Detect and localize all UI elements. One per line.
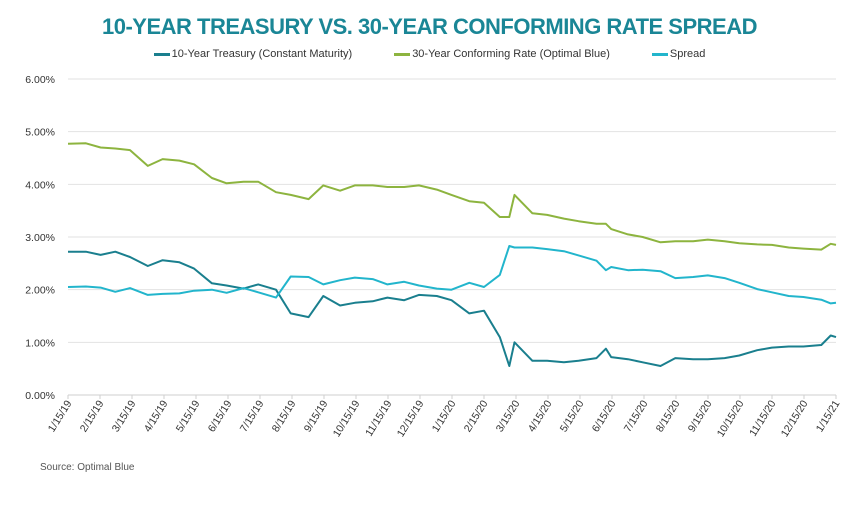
x-tick-label: 4/15/19 xyxy=(142,398,171,434)
legend-swatch-spread xyxy=(651,52,668,56)
x-tick-label: 5/15/20 xyxy=(558,398,587,434)
x-tick-label: 11/15/19 xyxy=(363,398,395,438)
y-tick-label: 6.00% xyxy=(25,74,55,86)
x-tick-label: 1/15/20 xyxy=(430,398,459,434)
x-tick-label: 3/15/19 xyxy=(110,398,139,434)
y-tick-label: 2.00% xyxy=(25,285,55,297)
y-tick-label: 4.00% xyxy=(25,179,55,191)
legend-swatch-conforming xyxy=(394,52,411,56)
y-tick-label: 3.00% xyxy=(25,232,55,244)
x-tick-label: 8/15/20 xyxy=(654,398,683,434)
legend-item-spread: Spread xyxy=(651,48,706,60)
y-tick-label: 5.00% xyxy=(25,127,55,139)
x-tick-label: 5/15/19 xyxy=(174,398,203,434)
legend-item-conforming: 30-Year Conforming Rate (Optimal Blue) xyxy=(394,48,610,60)
x-tick-label: 6/15/20 xyxy=(590,398,619,434)
x-tick-label: 3/15/20 xyxy=(494,398,523,434)
x-tick-label: 1/15/19 xyxy=(46,398,75,434)
x-tick-label: 2/15/20 xyxy=(462,398,491,434)
y-tick-label: 0.00% xyxy=(25,390,55,402)
chart-title: 10-YEAR TREASURY VS. 30-YEAR CONFORMING … xyxy=(102,14,757,39)
x-tick-label: 6/15/19 xyxy=(206,398,235,434)
x-tick-label: 10/15/20 xyxy=(715,398,747,439)
legend-label-conforming: 30-Year Conforming Rate (Optimal Blue) xyxy=(412,48,610,60)
x-tick-label: 12/15/19 xyxy=(395,398,427,439)
x-tick-label: 1/15/21 xyxy=(814,398,843,434)
source-note: Source: Optimal Blue xyxy=(40,462,135,473)
legend-item-treasury: 10-Year Treasury (Constant Maturity) xyxy=(153,48,353,60)
x-tick-label: 11/15/20 xyxy=(747,398,779,438)
legend-label-spread: Spread xyxy=(669,48,706,60)
x-tick-label: 10/15/19 xyxy=(331,398,363,439)
x-tick-label: 7/15/20 xyxy=(622,398,651,434)
x-tick-label: 9/15/19 xyxy=(302,398,331,434)
x-tick-label: 12/15/20 xyxy=(779,398,811,439)
legend-swatch-treasury xyxy=(153,52,170,56)
legend-label-treasury: 10-Year Treasury (Constant Maturity) xyxy=(171,48,353,60)
x-tick-label: 4/15/20 xyxy=(526,398,555,434)
y-tick-label: 1.00% xyxy=(25,337,55,349)
x-tick-label: 7/15/19 xyxy=(238,398,267,434)
series-line-spread xyxy=(67,245,837,305)
series-line-conforming-rate xyxy=(67,142,837,251)
x-tick-label: 2/15/19 xyxy=(78,398,107,434)
x-tick-label: 8/15/19 xyxy=(270,398,299,434)
legend: 10-Year Treasury (Constant Maturity) 30-… xyxy=(0,48,859,60)
x-tick-label: 9/15/20 xyxy=(686,398,715,434)
series-line-treasury xyxy=(68,250,837,367)
